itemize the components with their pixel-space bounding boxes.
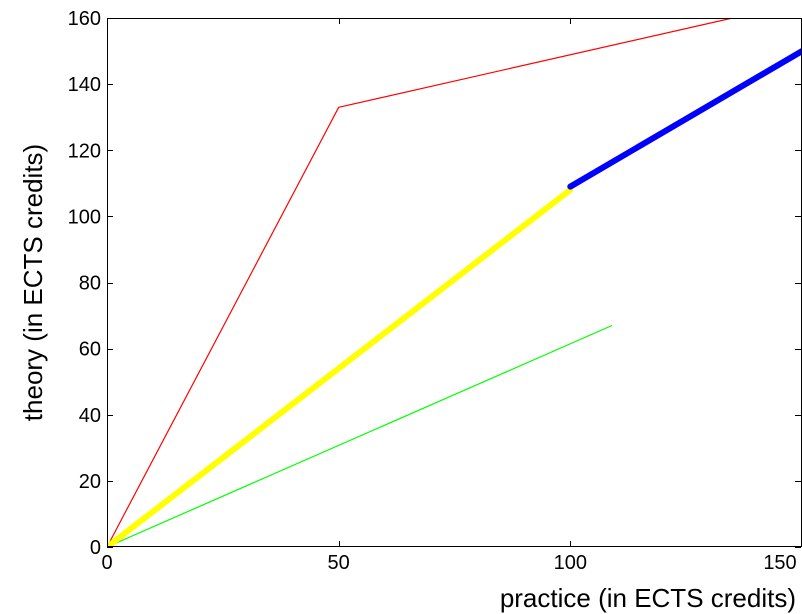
series-line-1 bbox=[107, 18, 733, 547]
x-axis-title: practice (in ECTS credits) bbox=[500, 583, 796, 613]
x-tick-label: 50 bbox=[328, 552, 350, 574]
series-line-4 bbox=[567, 48, 802, 190]
x-tick-label: 150 bbox=[763, 552, 796, 574]
y-tick-label: 60 bbox=[79, 339, 101, 361]
series-line-2 bbox=[107, 324, 613, 547]
y-tick-label: 80 bbox=[79, 273, 101, 295]
y-tick-label: 140 bbox=[68, 74, 101, 96]
y-tick-label: 20 bbox=[79, 471, 101, 493]
x-tick-label: 100 bbox=[554, 552, 587, 574]
y-tick-label: 120 bbox=[68, 140, 101, 162]
series-layer bbox=[107, 18, 802, 547]
y-tick-label: 0 bbox=[90, 537, 101, 559]
series-line-3 bbox=[107, 186, 574, 547]
x-tick-label: 0 bbox=[101, 552, 112, 574]
tick-layer: 0 50 100 150 0 20 40 60 80 100 120 140 160 bbox=[68, 8, 802, 574]
y-axis-title: theory (in ECTS credits) bbox=[18, 144, 48, 421]
y-tick-label: 160 bbox=[68, 8, 101, 30]
y-tick-label: 100 bbox=[68, 206, 101, 228]
y-tick-label: 40 bbox=[79, 405, 101, 427]
